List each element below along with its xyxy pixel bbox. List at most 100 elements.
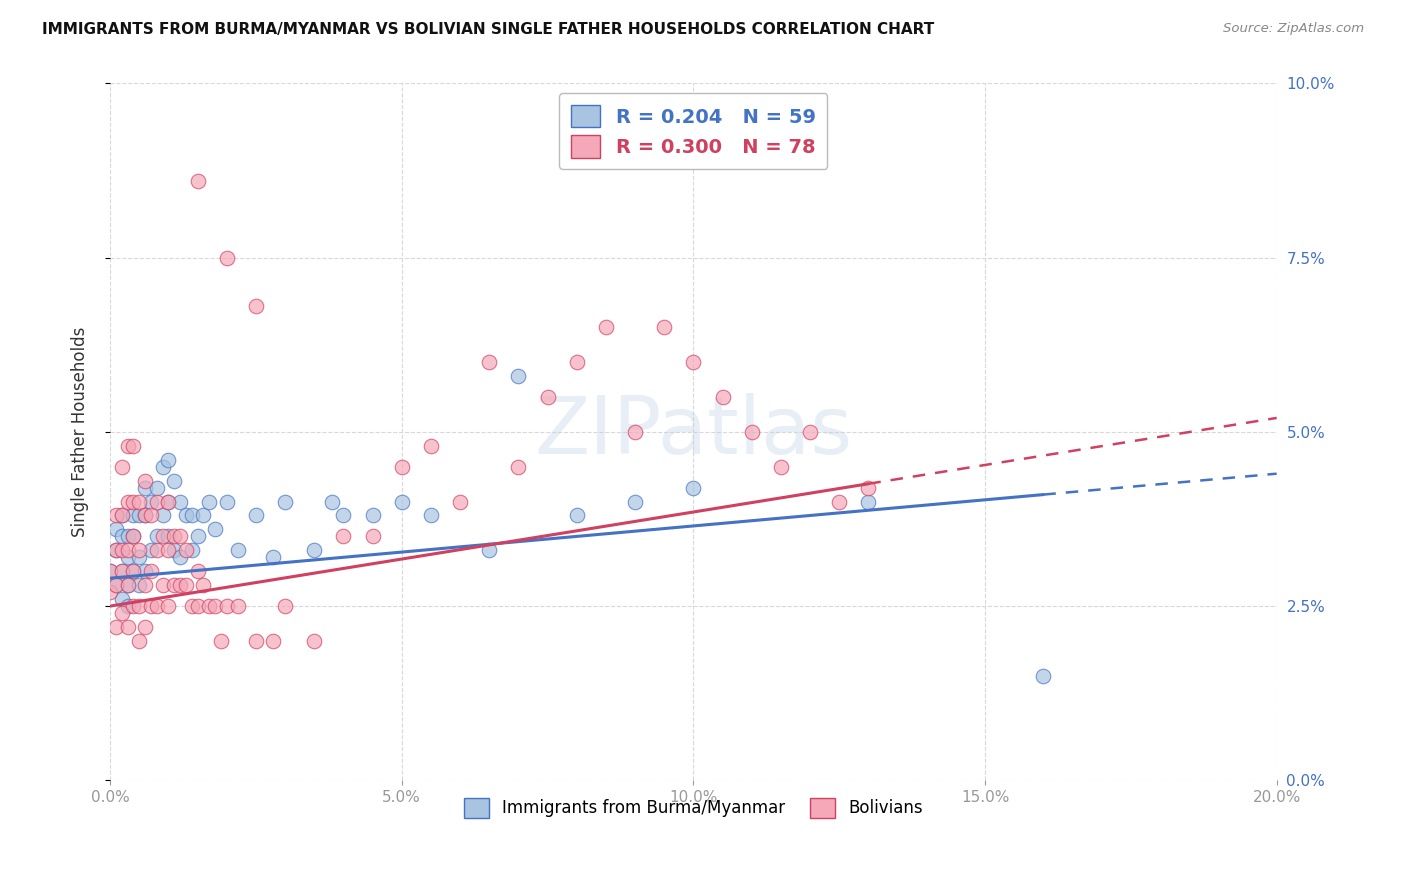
Point: [858, 481, 880, 495]
Point: [361, 508, 384, 523]
Point: [187, 599, 209, 613]
Point: [104, 508, 127, 523]
Point: [204, 523, 226, 537]
Point: [157, 599, 180, 613]
Point: [117, 578, 139, 592]
Point: [104, 543, 127, 558]
Legend: Immigrants from Burma/Myanmar, Bolivians: Immigrants from Burma/Myanmar, Bolivians: [457, 791, 929, 824]
Point: [321, 494, 343, 508]
Point: [419, 508, 441, 523]
Point: [104, 523, 127, 537]
Point: [117, 599, 139, 613]
Point: [122, 564, 145, 578]
Point: [122, 529, 145, 543]
Point: [198, 494, 221, 508]
Point: [204, 599, 226, 613]
Point: [174, 508, 197, 523]
Point: [391, 494, 413, 508]
Point: [111, 606, 134, 620]
Point: [169, 578, 191, 592]
Point: [139, 494, 162, 508]
Text: IMMIGRANTS FROM BURMA/MYANMAR VS BOLIVIAN SINGLE FATHER HOUSEHOLDS CORRELATION C: IMMIGRANTS FROM BURMA/MYANMAR VS BOLIVIA…: [42, 22, 935, 37]
Point: [152, 508, 174, 523]
Point: [169, 550, 191, 565]
Point: [163, 543, 186, 558]
Point: [332, 529, 354, 543]
Point: [169, 494, 191, 508]
Point: [157, 543, 180, 558]
Point: [139, 564, 162, 578]
Point: [128, 508, 150, 523]
Point: [228, 599, 250, 613]
Point: [245, 634, 267, 648]
Point: [682, 481, 704, 495]
Point: [174, 578, 197, 592]
Point: [180, 508, 202, 523]
Point: [858, 494, 880, 508]
Point: [508, 369, 530, 384]
Point: [104, 620, 127, 634]
Point: [193, 578, 215, 592]
Point: [122, 508, 145, 523]
Point: [104, 578, 127, 592]
Point: [117, 620, 139, 634]
Point: [111, 508, 134, 523]
Point: [139, 508, 162, 523]
Point: [828, 494, 851, 508]
Point: [134, 474, 156, 488]
Point: [332, 508, 354, 523]
Point: [157, 494, 180, 508]
Point: [128, 599, 150, 613]
Point: [274, 599, 297, 613]
Point: [157, 452, 180, 467]
Point: [652, 320, 675, 334]
Point: [122, 599, 145, 613]
Point: [391, 459, 413, 474]
Point: [117, 550, 139, 565]
Point: [157, 529, 180, 543]
Point: [163, 529, 186, 543]
Point: [128, 543, 150, 558]
Point: [117, 494, 139, 508]
Point: [262, 634, 284, 648]
Point: [174, 543, 197, 558]
Point: [111, 592, 134, 607]
Point: [180, 543, 202, 558]
Point: [117, 439, 139, 453]
Point: [111, 508, 134, 523]
Point: [215, 251, 238, 265]
Point: [117, 543, 139, 558]
Point: [711, 390, 734, 404]
Point: [128, 550, 150, 565]
Point: [595, 320, 617, 334]
Point: [145, 494, 167, 508]
Point: [565, 355, 588, 369]
Point: [741, 425, 763, 439]
Y-axis label: Single Father Households: Single Father Households: [72, 326, 89, 537]
Point: [98, 564, 121, 578]
Point: [111, 564, 134, 578]
Point: [419, 439, 441, 453]
Point: [104, 543, 127, 558]
Point: [134, 508, 156, 523]
Point: [508, 459, 530, 474]
Point: [134, 620, 156, 634]
Point: [134, 508, 156, 523]
Point: [157, 494, 180, 508]
Point: [536, 390, 558, 404]
Text: ZIPatlas: ZIPatlas: [534, 392, 852, 471]
Point: [215, 494, 238, 508]
Text: Source: ZipAtlas.com: Source: ZipAtlas.com: [1223, 22, 1364, 36]
Point: [245, 300, 267, 314]
Point: [122, 564, 145, 578]
Point: [128, 634, 150, 648]
Point: [215, 599, 238, 613]
Point: [163, 474, 186, 488]
Point: [163, 578, 186, 592]
Point: [98, 564, 121, 578]
Point: [478, 355, 501, 369]
Point: [152, 529, 174, 543]
Point: [769, 459, 792, 474]
Point: [104, 578, 127, 592]
Point: [565, 508, 588, 523]
